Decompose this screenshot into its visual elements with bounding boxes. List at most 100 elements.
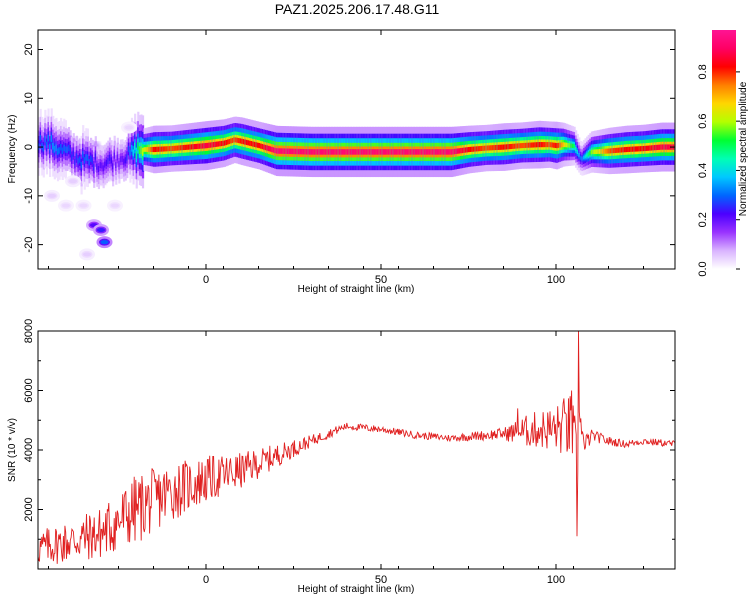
spectrogram-cell [319,149,323,155]
spectrogram-cell [42,144,45,152]
spectrogram-cell [94,153,97,160]
spectrogram-cell [74,159,77,166]
spectrogram-cell [201,143,204,149]
spectrogram-cell [134,142,137,150]
spectrogram-cell [143,147,146,152]
spectrogram-cell [190,144,193,150]
spectrogram-cell [290,148,293,155]
spectrogram-cell [401,149,404,155]
spectrogram-cell [138,146,141,154]
spectrogram-cell [617,147,620,153]
spectrogram-cell [406,149,409,155]
spectrogram-cell [603,148,606,154]
spectrogram-cell [422,149,425,155]
spectrogram-cell [373,149,376,155]
spectrogram-cell [269,146,272,152]
spectrogram-cell [512,143,515,149]
spectrogram-cell [581,156,584,161]
spectrogram-cell [204,143,208,149]
spectrogram-cell [656,144,660,151]
spectrogram-cell [141,147,145,156]
spectrogram-cell [356,149,359,155]
spectrogram-cell [44,135,47,143]
spectrogram-cell [146,147,149,152]
snr-frame [37,330,676,570]
spectrogram-cell [530,142,534,148]
spectrogram-cell [360,149,364,155]
spectrogram-cell [286,148,290,155]
spectrogram-cell [324,149,327,155]
spectrogram-cell [343,149,346,155]
spectrogram-cell [280,148,283,154]
spectrogram-cell [538,142,542,148]
y-tick-label: 20 [23,43,35,55]
spectrogram-cell [606,148,609,154]
spectrogram-cell [608,148,611,154]
spectrogram-cell [593,149,597,155]
spectrogram-cell [573,143,576,149]
spectrogram-cell [192,144,195,150]
spectrogram-cell [130,145,134,152]
spectrogram-cell [449,149,452,155]
spectrogram-cell [175,145,178,151]
y-tick-label: 6000 [23,378,35,402]
y-tick-label: -20 [23,237,35,253]
y-tick-label: 8000 [23,319,35,343]
spectrogram-cell [145,147,148,152]
spectrogram-cell [364,149,367,155]
colorbar-tick-label: 0.0 [697,261,709,276]
spectrogram-blob [125,125,133,130]
spectrogram-cell [475,146,479,152]
spectrogram-cell [108,154,112,161]
spectrogram-cell [668,144,671,150]
spectrogram-cell [247,140,250,146]
spectrogram-cell [338,149,341,155]
spectrogram-cell [208,142,211,148]
spectrogram-cell [568,143,571,148]
spectrogram-cell [642,145,645,152]
spectrogram-cell [491,145,494,151]
spectrogram-cell [507,144,510,150]
spectrogram-cell [64,146,67,153]
spectrogram-cell [433,149,436,155]
spectrogram-cell [266,145,269,151]
spectrogram-cell [60,144,63,151]
spectrogram-cell [283,148,286,154]
spectrogram-cell [592,149,595,155]
spectrogram-cell [348,149,351,155]
x-tick-label: 50 [375,574,387,586]
spectrogram-cell [570,143,573,148]
spectrogram-cell [370,149,373,155]
spectrogram-cell [112,163,115,170]
spectrogram-cell [115,162,118,169]
spectrogram-cell [209,142,212,148]
spectrogram-cell [152,146,156,153]
spectrogram-cell [644,145,647,152]
spectrogram-cell [452,149,455,155]
snr-axes: 0 50 100 2000 4000 6000 8000 [23,319,675,586]
spectrogram-cell [242,139,245,145]
spectrogram-cell [445,149,449,155]
spectrogram-cell [526,142,529,148]
y-tick-label: 2000 [23,497,35,521]
spectrogram-cell [135,151,138,159]
spectrogram-cell [263,144,266,150]
spectrogram-cell [277,148,280,154]
spectrogram-cell [124,157,127,164]
spectrogram-cell [382,149,386,155]
spectrogram-cell [349,149,353,155]
spectrogram-xlabel: Height of straight line (km) [298,284,415,295]
spectrogram-cell [335,149,338,155]
spectrogram-cell [197,143,200,149]
spectrogram-cell [121,156,124,162]
spectrogram-cell [353,149,356,155]
spectrogram-cell [551,142,554,148]
spectrogram-cell [631,146,634,152]
spectrogram-cell [466,147,469,153]
spectrogram-cell [69,148,72,155]
spectrogram-cell [408,149,411,155]
spectrogram-cell [430,149,433,155]
spectrogram-cell [110,157,113,164]
